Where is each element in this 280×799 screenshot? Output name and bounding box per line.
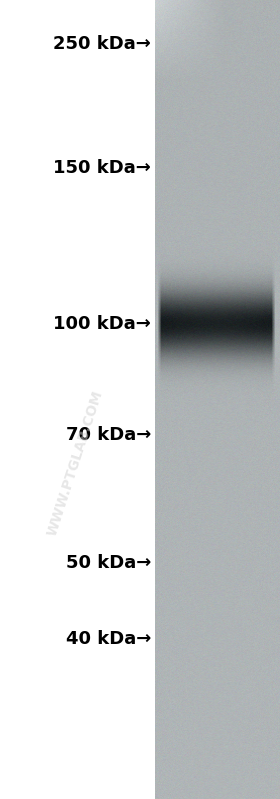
Text: 70 kDa→: 70 kDa→ (66, 427, 151, 444)
Text: 250 kDa→: 250 kDa→ (53, 35, 151, 53)
Text: 100 kDa→: 100 kDa→ (53, 315, 151, 332)
Text: 40 kDa→: 40 kDa→ (66, 630, 151, 648)
Text: WWW.PTGLAB.COM: WWW.PTGLAB.COM (45, 389, 106, 538)
Text: 150 kDa→: 150 kDa→ (53, 159, 151, 177)
Text: 50 kDa→: 50 kDa→ (66, 555, 151, 572)
